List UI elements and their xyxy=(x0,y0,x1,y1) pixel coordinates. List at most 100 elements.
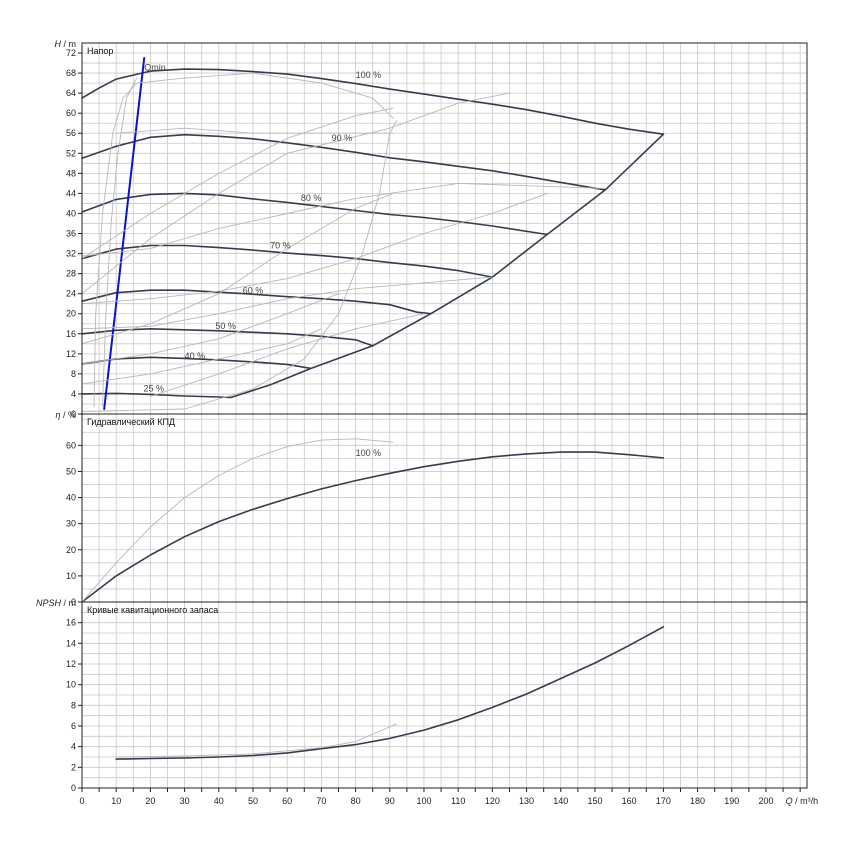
x-tick-label: 180 xyxy=(690,796,705,806)
x-tick-label: 10 xyxy=(111,796,121,806)
curve-label: 70 % xyxy=(270,241,291,251)
x-tick-label: 70 xyxy=(316,796,326,806)
panel-frame-eff xyxy=(81,413,808,603)
y-tick-label: 6 xyxy=(71,721,76,731)
y-tick-label: 60 xyxy=(66,108,76,118)
curve-label: 80 % xyxy=(301,193,322,203)
aux-curve xyxy=(115,723,398,758)
main-curve xyxy=(81,244,494,278)
curve-label: 100 % xyxy=(356,448,382,458)
y-tick-label: 16 xyxy=(66,618,76,628)
x-tick-label: 110 xyxy=(451,796,465,806)
x-tick-label: 50 xyxy=(248,796,258,806)
x-tick-label: 30 xyxy=(180,796,190,806)
aux-curve xyxy=(136,72,394,119)
y-tick-label: 4 xyxy=(71,389,76,399)
curve-label: 100 % xyxy=(356,70,382,80)
qmin-line xyxy=(103,57,146,410)
panel-title-head: Напор xyxy=(87,46,113,56)
x-tick-label: 150 xyxy=(587,796,602,806)
y-tick-label: 4 xyxy=(71,742,76,752)
x-tick-label: 120 xyxy=(485,796,500,806)
y-tick-label: 40 xyxy=(66,208,76,218)
y-tick-label: 48 xyxy=(66,168,76,178)
y-tick-label: 2 xyxy=(71,762,76,772)
aux-curve xyxy=(81,192,394,345)
y-tick-label: 8 xyxy=(71,369,76,379)
y-tick-label: 56 xyxy=(66,128,76,138)
x-axis-label: Q / m³/h xyxy=(786,796,819,806)
x-tick-label: 40 xyxy=(214,796,224,806)
y-tick-label: 52 xyxy=(66,148,76,158)
y-tick-label: 12 xyxy=(66,659,76,669)
y-axis-label-eff: η / % xyxy=(55,410,76,420)
aux-curve xyxy=(102,77,138,407)
x-tick-label: 0 xyxy=(79,796,84,806)
y-tick-label: 64 xyxy=(66,88,76,98)
y-axis-label-npsh: NPSH / m xyxy=(36,598,76,608)
frame-layer xyxy=(78,42,808,792)
y-tick-label: 32 xyxy=(66,249,76,259)
aux-curve xyxy=(93,82,138,407)
y-tick-label: 40 xyxy=(66,493,76,503)
main-curve xyxy=(230,133,665,399)
aux-curve xyxy=(81,192,548,305)
x-tick-label: 60 xyxy=(282,796,292,806)
x-tick-label: 80 xyxy=(351,796,361,806)
main-curve xyxy=(81,392,232,399)
x-tick-label: 140 xyxy=(553,796,568,806)
y-axis-unit: / m xyxy=(61,39,76,49)
panel-title-eff: Гидравлический КПД xyxy=(87,417,175,427)
x-tick-label: 170 xyxy=(656,796,671,806)
aux-curve xyxy=(81,92,510,295)
aux-curve xyxy=(81,120,398,412)
curve-label: 40 % xyxy=(185,351,206,361)
curve-layer xyxy=(81,57,665,760)
x-tick-label: 130 xyxy=(519,796,534,806)
aux-curve xyxy=(81,182,606,257)
curve-label: 25 % xyxy=(144,383,165,393)
main-curve xyxy=(81,68,665,135)
main-curve xyxy=(81,328,374,347)
aux-curve xyxy=(115,127,394,134)
x-axis-unit: / m³/h xyxy=(793,796,819,806)
y-tick-label: 72 xyxy=(66,48,76,58)
main-curve xyxy=(81,289,432,315)
y-axis-unit: / % xyxy=(60,410,76,420)
aux-curve xyxy=(81,328,322,385)
y-tick-label: 20 xyxy=(66,545,76,555)
x-tick-label: 190 xyxy=(724,796,739,806)
y-tick-label: 28 xyxy=(66,269,76,279)
y-tick-label: 0 xyxy=(71,783,76,793)
y-axis-symbol: NPSH xyxy=(36,598,62,608)
main-curve xyxy=(81,451,665,603)
y-tick-label: 50 xyxy=(66,466,76,476)
x-tick-label: 100 xyxy=(416,796,431,806)
x-tick-label: 160 xyxy=(622,796,637,806)
curve-label: 50 % xyxy=(215,321,236,331)
main-curve xyxy=(81,133,606,191)
y-tick-label: 12 xyxy=(66,349,76,359)
y-axis-label-head: H / m xyxy=(55,39,77,49)
x-axis-symbol: Q xyxy=(786,796,793,806)
y-tick-label: 24 xyxy=(66,289,76,299)
x-tick-label: 20 xyxy=(145,796,155,806)
y-tick-label: 10 xyxy=(66,571,76,581)
y-axis-symbol: η xyxy=(55,410,60,420)
x-tick-label: 90 xyxy=(385,796,395,806)
curve-label: 90 % xyxy=(332,133,353,143)
main-curve xyxy=(81,192,548,236)
y-tick-label: 44 xyxy=(66,188,76,198)
x-tick-label: 200 xyxy=(758,796,773,806)
aux-curve xyxy=(81,438,394,603)
main-curve xyxy=(115,626,665,760)
y-tick-label: 8 xyxy=(71,700,76,710)
y-tick-label: 0 xyxy=(71,597,76,607)
y-tick-label: 14 xyxy=(66,638,76,648)
aux-curve xyxy=(149,313,425,397)
y-tick-label: 60 xyxy=(66,440,76,450)
y-axis-unit: / m xyxy=(61,598,76,608)
y-tick-label: 68 xyxy=(66,68,76,78)
